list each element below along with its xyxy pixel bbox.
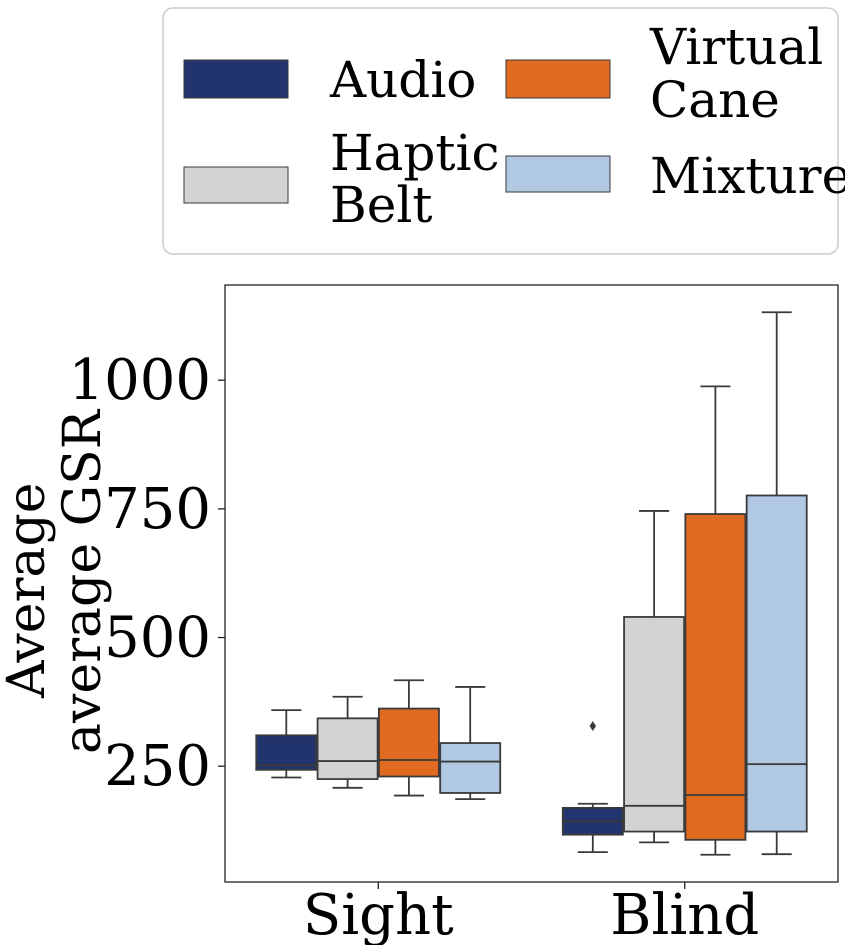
plot-area: 250 500 750 1000 Sight Blind [68, 311, 808, 945]
y-tick-label: 1000 [68, 348, 211, 413]
box-virtual-cane-blind [684, 513, 747, 841]
box-mixture-sight [439, 742, 502, 794]
legend-swatch-virtual-cane [505, 59, 611, 99]
y-tick-label: 750 [104, 477, 211, 542]
x-tick-label: Blind [610, 883, 759, 945]
y-axis-title: Average average GSR [0, 408, 113, 754]
box-virtual-cane-sight [377, 707, 440, 778]
legend-frame [162, 7, 839, 255]
legend: Audio Virtual Cane Haptic Belt Mixture [162, 7, 845, 255]
legend-swatch-mixture [505, 155, 611, 193]
legend-label-mixture: Mixture [650, 147, 845, 205]
box-mixture-blind [745, 494, 808, 833]
legend-label-haptic-belt: Haptic Belt [330, 124, 515, 234]
legend-label-audio: Audio [329, 51, 476, 109]
legend-label-virtual-cane: Virtual Cane [649, 18, 839, 129]
axes-frame [224, 284, 839, 883]
box-audio-sight [255, 734, 318, 771]
legend-swatch-haptic-belt [183, 166, 289, 204]
y-tick-label: 250 [104, 734, 211, 799]
x-tick-label: Sight [303, 883, 454, 945]
legend-swatch-audio [183, 59, 289, 99]
outlier-audio-blind [589, 721, 596, 732]
y-tick-label: 500 [104, 606, 211, 671]
box-haptic-belt-sight [316, 717, 379, 780]
box-haptic-belt-blind [623, 616, 686, 833]
